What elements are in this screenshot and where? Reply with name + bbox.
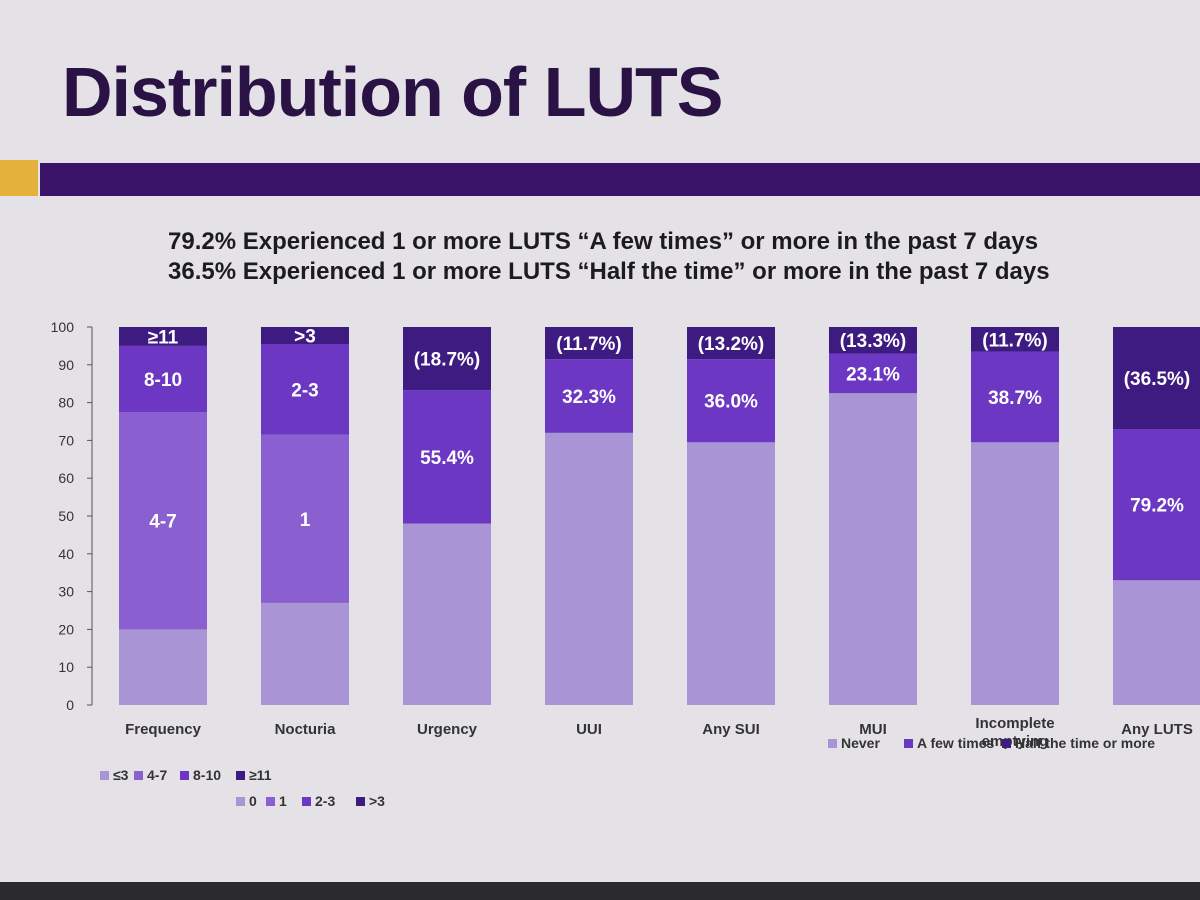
y-tick-label: 80 <box>58 395 74 411</box>
legend-label: 2-3 <box>315 793 335 809</box>
bar-segment <box>119 327 207 346</box>
legend-swatch <box>904 739 913 748</box>
legend-swatch <box>180 771 189 780</box>
category-label: UUI <box>576 721 602 738</box>
category-label: MUI <box>859 721 887 738</box>
monitor-bezel <box>0 882 1200 900</box>
segment-label: 38.7% <box>988 388 1042 409</box>
category-label: Nocturia <box>275 721 337 738</box>
bar-segment <box>261 434 349 603</box>
segment-label: (11.7%) <box>982 330 1047 351</box>
y-tick-label: 90 <box>58 357 74 373</box>
category-label: Incomplete <box>975 715 1054 732</box>
segment-label: 36.0% <box>704 392 758 413</box>
bar-segment <box>261 344 349 435</box>
bar-segment <box>403 327 491 391</box>
bar-segment <box>829 353 917 394</box>
bar-segment <box>829 393 917 705</box>
bar-segment <box>829 327 917 354</box>
legend-swatch <box>236 797 245 806</box>
slide-title: Distribution of LUTS <box>62 53 723 131</box>
segment-label: 55.4% <box>420 448 474 469</box>
bar-segment <box>545 432 633 705</box>
bar-segment <box>403 390 491 524</box>
y-tick-label: 10 <box>58 659 74 675</box>
segment-label: 79.2% <box>1130 496 1184 517</box>
category-label: emptying <box>982 733 1049 750</box>
y-tick-label: 40 <box>58 546 74 562</box>
legend-swatch <box>1002 739 1011 748</box>
legend-swatch <box>828 739 837 748</box>
y-tick-label: 20 <box>58 621 74 637</box>
segment-label: 23.1% <box>846 364 900 385</box>
legend-label: 0 <box>249 793 257 809</box>
legend-label: ≤3 <box>113 767 129 783</box>
bar-segment <box>687 327 775 360</box>
bar-segment <box>545 327 633 360</box>
bar-segment <box>403 523 491 705</box>
segment-label: 32.3% <box>562 387 616 408</box>
bar-segment <box>1113 327 1200 430</box>
bar-segment <box>687 359 775 443</box>
subtitle-half-time: 36.5% Experienced 1 or more LUTS “Half t… <box>168 258 1050 285</box>
legend-label: >3 <box>369 793 385 809</box>
bar-segment <box>1113 580 1200 705</box>
y-tick-label: 30 <box>58 584 74 600</box>
category-label: Any LUTS <box>1121 721 1193 738</box>
legend-label: Never <box>841 735 880 751</box>
segment-label: (13.3%) <box>840 331 907 352</box>
title-divider-bar <box>40 163 1200 196</box>
category-label: Any SUI <box>702 721 760 738</box>
y-tick-label: 60 <box>58 470 74 486</box>
segment-label: >3 <box>294 327 316 348</box>
gold-accent-bar <box>0 160 38 196</box>
bar-segment <box>971 351 1059 443</box>
segment-label: (18.7%) <box>414 350 481 371</box>
legend-label: 1 <box>279 793 287 809</box>
bar-segment <box>119 412 207 630</box>
legend-label: ≥11 <box>249 767 272 783</box>
bar-segment <box>971 442 1059 705</box>
segment-label: 2-3 <box>291 380 318 401</box>
segment-label: 4-7 <box>149 512 176 533</box>
bar-segment <box>545 359 633 433</box>
bar-segment <box>261 327 349 345</box>
segment-label: (11.7%) <box>556 334 621 355</box>
bar-segment <box>119 629 207 705</box>
legend-swatch <box>266 797 275 806</box>
subtitle-few-times: 79.2% Experienced 1 or more LUTS “A few … <box>168 228 1039 255</box>
legend-swatch <box>356 797 365 806</box>
segment-label: ≥11 <box>148 327 179 348</box>
segment-label: 8-10 <box>144 370 182 391</box>
bar-segment <box>261 602 349 705</box>
segment-label: (36.5%) <box>1124 369 1191 390</box>
legend-swatch <box>302 797 311 806</box>
y-tick-label: 0 <box>66 697 74 713</box>
segment-label: 1 <box>300 510 311 531</box>
y-tick-label: 50 <box>58 508 74 524</box>
legend-swatch <box>236 771 245 780</box>
legend-label: Half the time or more <box>1015 735 1155 751</box>
legend-swatch <box>100 771 109 780</box>
legend-label: 8-10 <box>193 767 221 783</box>
bar-segment <box>1113 429 1200 581</box>
bar-segment <box>119 345 207 413</box>
category-label: Frequency <box>125 721 202 738</box>
y-tick-label: 100 <box>51 319 75 335</box>
legend-label: 4-7 <box>147 767 167 783</box>
y-tick-label: 70 <box>58 432 74 448</box>
legend-label: A few times <box>917 735 994 751</box>
bar-segment <box>687 442 775 705</box>
segment-label: (13.2%) <box>698 334 765 355</box>
bar-segment <box>971 327 1059 352</box>
category-label: Urgency <box>417 721 478 738</box>
legend-swatch <box>134 771 143 780</box>
